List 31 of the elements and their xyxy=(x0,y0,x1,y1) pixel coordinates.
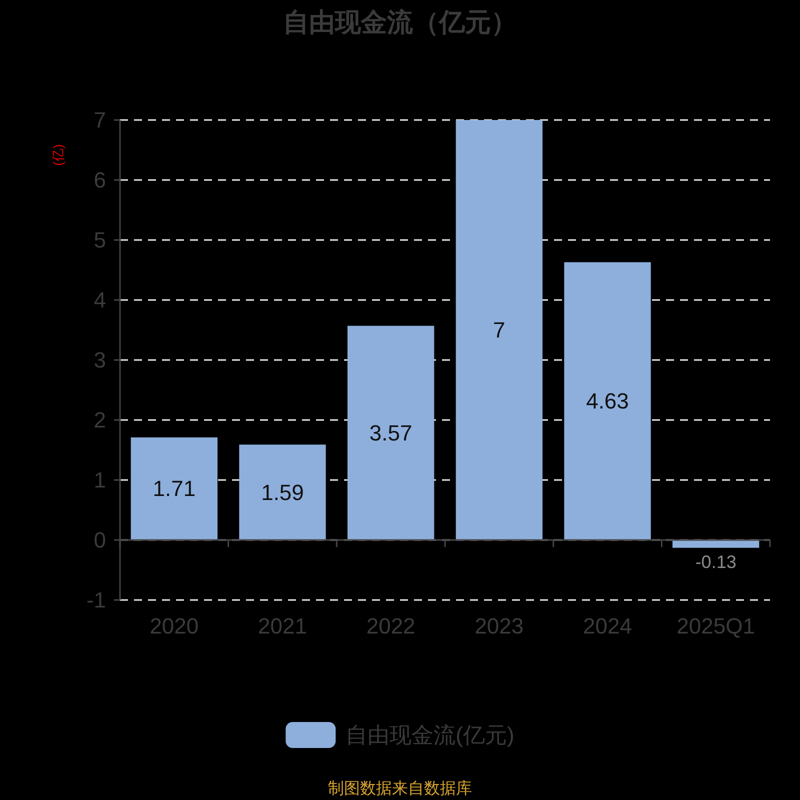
bar xyxy=(239,444,326,540)
x-tick-label: 2024 xyxy=(583,614,632,638)
y-tick-label: 1 xyxy=(94,468,106,492)
chart-title: 自由现金流（亿元） xyxy=(283,7,517,37)
data-label: 7 xyxy=(493,318,506,342)
x-tick-label: 2020 xyxy=(150,614,199,638)
data-label: -0.13 xyxy=(695,552,736,572)
y-tick-label: 2 xyxy=(94,408,106,432)
y-tick-label: 7 xyxy=(94,108,106,132)
bar xyxy=(130,437,218,540)
y-tick-label: 0 xyxy=(94,528,106,552)
y-tick-label: 6 xyxy=(94,168,106,192)
bar xyxy=(456,120,542,540)
data-label: 1.71 xyxy=(152,476,196,502)
bar xyxy=(564,262,651,540)
y-tick-label: 4 xyxy=(94,288,106,312)
bar xyxy=(348,326,434,540)
x-tick-label: 2022 xyxy=(366,614,416,638)
x-tick-label: 2021 xyxy=(258,614,307,638)
data-label: 4.63 xyxy=(586,388,629,414)
y-tick-label: 5 xyxy=(94,228,106,252)
y-axis-title: (亿) xyxy=(50,144,66,166)
y-tick-label: -1 xyxy=(86,588,106,612)
x-tick-label: 2023 xyxy=(474,614,524,638)
bar xyxy=(672,540,760,548)
data-label: 1.59 xyxy=(261,480,304,505)
data-label: 3.57 xyxy=(369,420,412,446)
text: 制图数据来自数据库 xyxy=(328,780,472,798)
legend-label: 自由现金流(亿元) xyxy=(346,722,514,748)
y-tick-label: 3 xyxy=(94,348,106,372)
x-tick-label: 2025Q1 xyxy=(676,614,755,638)
